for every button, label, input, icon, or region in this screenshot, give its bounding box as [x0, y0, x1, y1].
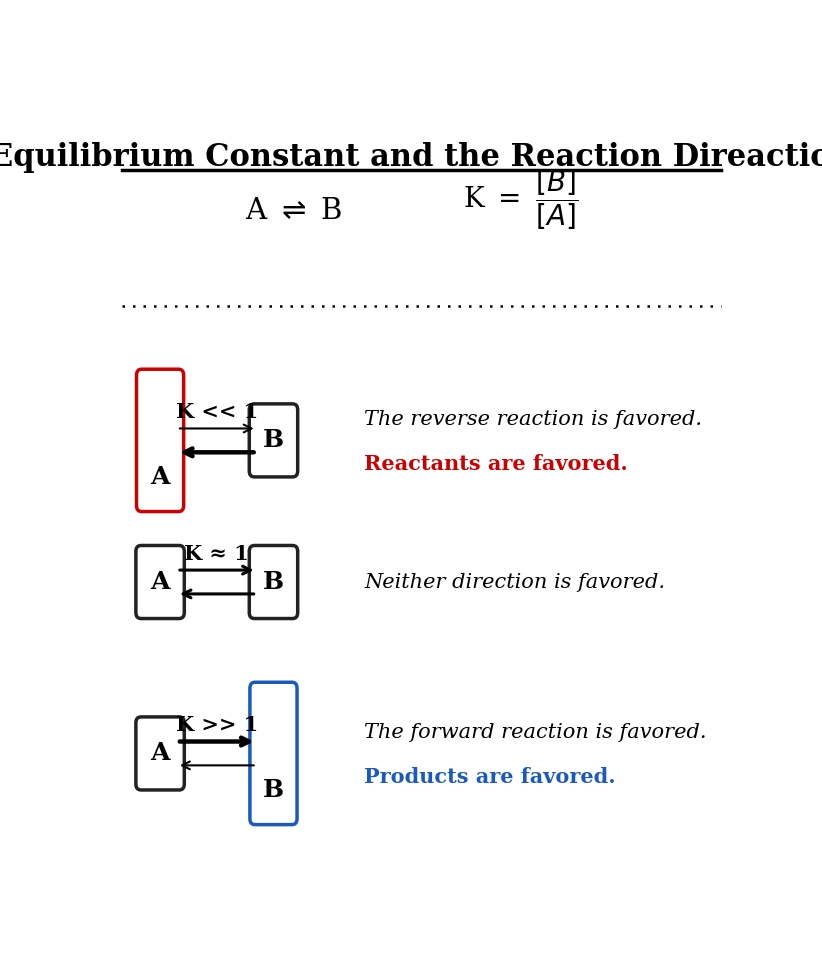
Text: K ≈ 1: K ≈ 1 [184, 544, 249, 563]
Text: Neither direction is favored.: Neither direction is favored. [364, 572, 665, 591]
Text: Products are favored.: Products are favored. [364, 768, 616, 787]
Text: Equilibrium Constant and the Reaction Direaction: Equilibrium Constant and the Reaction Di… [0, 142, 822, 173]
FancyBboxPatch shape [136, 369, 183, 511]
Text: K >> 1: K >> 1 [176, 715, 258, 735]
Text: Reactants are favored.: Reactants are favored. [364, 454, 628, 474]
Text: A $\rightleftharpoons$ B: A $\rightleftharpoons$ B [245, 197, 343, 225]
Text: The forward reaction is favored.: The forward reaction is favored. [364, 723, 706, 742]
Text: A: A [150, 570, 170, 594]
FancyBboxPatch shape [249, 404, 298, 477]
Text: A: A [150, 466, 170, 489]
FancyBboxPatch shape [250, 682, 297, 825]
Text: A: A [150, 741, 170, 766]
Text: B: B [263, 429, 284, 452]
Text: K << 1: K << 1 [176, 402, 258, 422]
Text: B: B [263, 778, 284, 802]
Text: B: B [263, 570, 284, 594]
FancyBboxPatch shape [249, 546, 298, 619]
Text: The reverse reaction is favored.: The reverse reaction is favored. [364, 410, 702, 429]
Text: K $=$ $\dfrac{[B]}{[A]}$: K $=$ $\dfrac{[B]}{[A]}$ [463, 167, 578, 232]
FancyBboxPatch shape [136, 546, 184, 619]
FancyBboxPatch shape [136, 717, 184, 790]
